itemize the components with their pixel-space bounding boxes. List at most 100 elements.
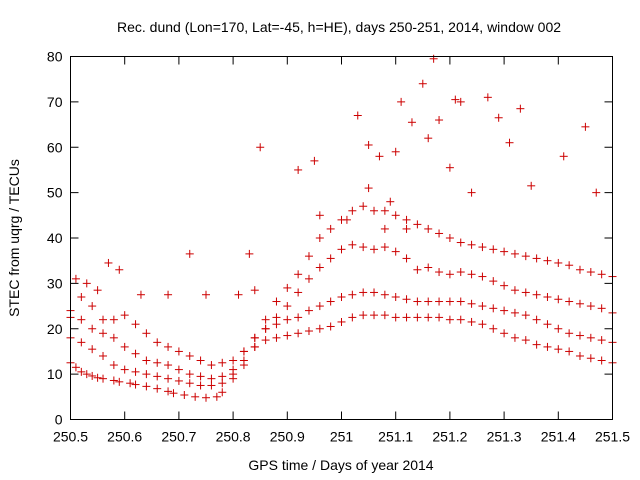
data-point: [402, 215, 411, 224]
data-point: [348, 240, 357, 249]
data-point: [380, 243, 389, 252]
data-point: [142, 382, 151, 391]
data-point: [326, 322, 335, 331]
y-tick-label: 0: [55, 412, 63, 428]
data-point: [109, 333, 118, 342]
data-point: [191, 392, 200, 401]
data-point: [554, 345, 563, 354]
data-point: [196, 381, 205, 390]
data-point: [142, 370, 151, 379]
data-point: [554, 258, 563, 267]
data-point: [581, 122, 590, 131]
data-point: [407, 118, 416, 127]
data-point: [185, 351, 194, 360]
x-tick-label: 251.4: [541, 429, 576, 445]
data-point: [435, 313, 444, 322]
data-point: [597, 270, 606, 279]
data-point: [451, 95, 460, 104]
data-point: [592, 188, 601, 197]
data-point: [500, 247, 509, 256]
data-point: [467, 240, 476, 249]
data-point: [88, 371, 97, 380]
data-point: [370, 311, 379, 320]
data-point: [586, 333, 595, 342]
data-point: [131, 349, 140, 358]
data-point: [294, 270, 303, 279]
data-point: [315, 234, 324, 242]
data-point: [109, 361, 118, 370]
data-point: [565, 297, 574, 306]
data-point: [413, 313, 422, 322]
x-tick-label: 250.9: [270, 429, 305, 445]
x-tick-label: 251: [330, 429, 354, 445]
data-point: [93, 286, 102, 295]
y-tick-label: 80: [47, 49, 63, 65]
data-point: [478, 302, 487, 311]
data-point: [424, 263, 433, 272]
data-point: [207, 374, 216, 383]
data-point: [521, 336, 530, 345]
data-point: [315, 263, 324, 272]
data-point: [510, 308, 519, 317]
data-point: [456, 297, 465, 306]
data-point: [424, 297, 433, 306]
data-point: [202, 290, 210, 299]
data-point: [115, 265, 124, 274]
x-tick-label: 250.6: [107, 429, 142, 445]
data-point: [294, 313, 303, 322]
data-point: [467, 188, 476, 197]
data-point: [218, 379, 227, 388]
data-point: [559, 152, 568, 161]
data-point: [304, 274, 313, 283]
data-point: [218, 372, 227, 381]
data-point: [93, 373, 102, 382]
data-point: [565, 347, 574, 356]
data-point: [489, 304, 498, 313]
data-point: [164, 290, 173, 299]
data-point: [543, 320, 552, 329]
data-point: [99, 329, 108, 338]
data-point: [402, 224, 411, 233]
data-point: [229, 370, 238, 379]
data-point: [126, 379, 135, 388]
y-tick-label: 70: [47, 94, 63, 110]
data-point: [456, 97, 465, 106]
data-point: [250, 333, 259, 342]
data-point: [516, 104, 525, 113]
data-point: [554, 295, 563, 304]
data-point: [99, 315, 108, 324]
data-point: [532, 290, 541, 299]
data-point: [575, 299, 584, 308]
data-point: [218, 358, 227, 367]
data-point: [575, 265, 584, 274]
data-point: [521, 288, 530, 297]
data-point: [565, 329, 574, 338]
data-point: [261, 315, 270, 324]
data-point: [136, 290, 145, 299]
data-point: [521, 252, 530, 261]
data-point: [71, 274, 80, 283]
data-point: [445, 163, 454, 172]
data-point: [185, 249, 194, 258]
data-point: [359, 202, 368, 211]
plot-frame: [70, 56, 613, 420]
data-point: [386, 197, 395, 206]
data-point: [370, 288, 379, 297]
data-point: [142, 329, 151, 338]
x-axis-label: GPS time / Days of year 2014: [248, 457, 433, 473]
data-point: [283, 331, 292, 340]
data-point: [250, 286, 259, 295]
data-point: [359, 288, 368, 297]
data-point: [272, 313, 281, 322]
data-point: [77, 338, 86, 347]
data-point: [272, 320, 281, 329]
x-tick-label: 251.5: [595, 429, 630, 445]
data-point: [597, 356, 606, 365]
data-point: [294, 165, 303, 174]
data-point: [575, 331, 584, 340]
data-point: [543, 342, 552, 351]
data-point: [380, 206, 389, 215]
data-point: [543, 256, 552, 265]
data-point: [239, 361, 248, 370]
